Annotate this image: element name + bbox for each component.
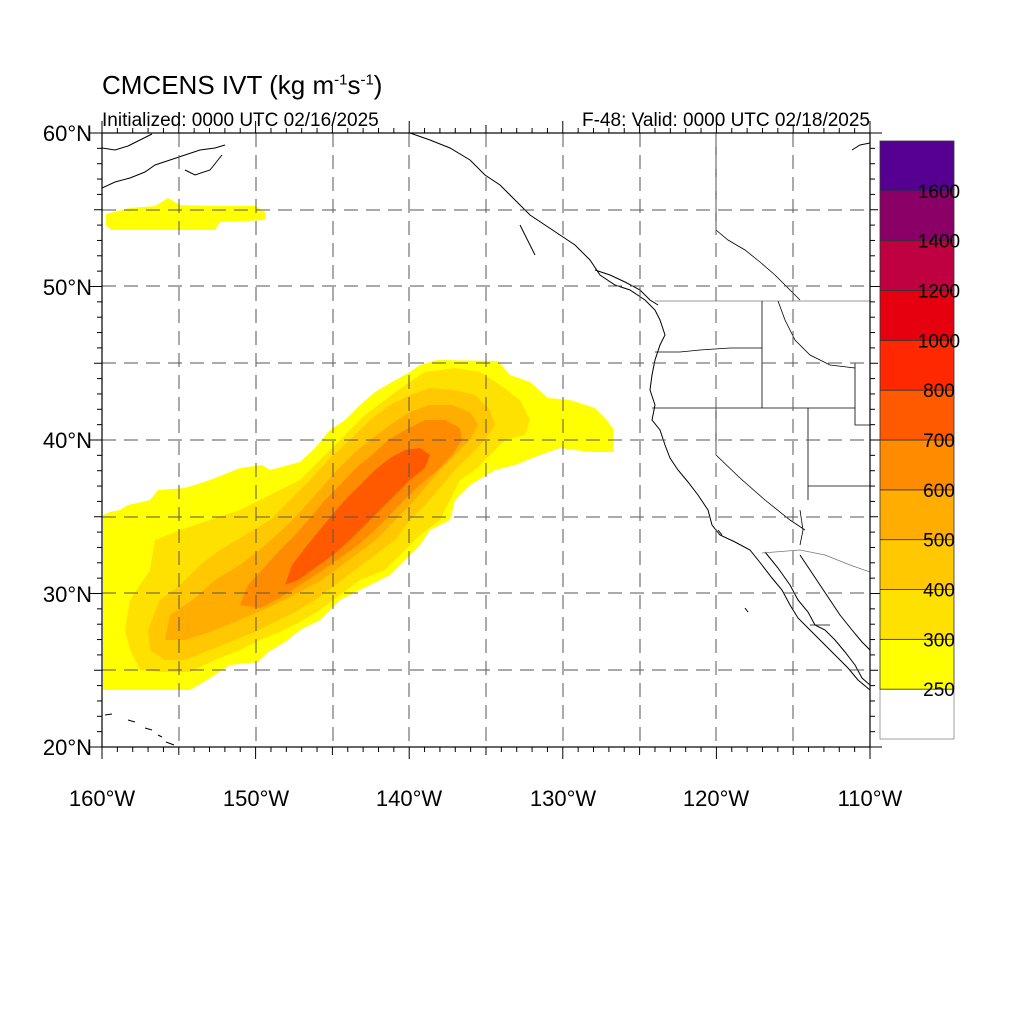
lat-label-30n: 30°N xyxy=(43,582,92,607)
colorbar-swatch xyxy=(879,688,955,740)
coastlines xyxy=(102,133,870,746)
valid-time-label: F-48: Valid: 0000 UTC 02/18/2025 xyxy=(582,110,870,131)
colorbar-swatch xyxy=(879,290,955,341)
alaska-coast xyxy=(102,144,226,189)
lon-label-130w: 130°W xyxy=(530,786,597,811)
title-text: CMCENS IVT (kg m xyxy=(102,70,335,100)
bc-alaska-coast xyxy=(409,133,870,691)
colorbar-swatch xyxy=(879,638,955,690)
political-borders xyxy=(652,133,870,626)
lon-label-150w: 150°W xyxy=(223,786,290,811)
lat-label-40n: 40°N xyxy=(43,428,92,453)
colorbar-label: 1200 xyxy=(918,282,960,303)
gulf-california-coast xyxy=(799,554,870,651)
border-id-mt xyxy=(777,300,856,369)
border-us-mexico xyxy=(761,549,870,573)
colorbar-label: 400 xyxy=(923,581,955,602)
initialized-label: Initialized: 0000 UTC 02/16/2025 xyxy=(102,110,379,131)
colorbar-label: 800 xyxy=(923,381,955,402)
colorbar-swatch xyxy=(879,140,955,192)
border-wa-or xyxy=(655,347,762,353)
title-superscript-1: -1 xyxy=(334,71,348,89)
small-island-channel xyxy=(744,607,749,613)
alaska-peninsula-top-right xyxy=(851,142,870,151)
lon-label-140w: 140°W xyxy=(376,786,443,811)
title-text-end: ) xyxy=(373,70,383,100)
colorbar-label: 700 xyxy=(923,431,955,452)
colorbar-label: 1400 xyxy=(918,232,960,253)
colorbar-swatch xyxy=(879,190,955,242)
lat-label-50n: 50°N xyxy=(43,275,92,300)
baja-coast xyxy=(764,551,870,686)
colorbar-label: 300 xyxy=(923,630,955,651)
title-superscript-2: -1 xyxy=(360,71,374,89)
border-alaska-canada xyxy=(715,133,801,301)
lon-labels: 160°W 150°W 140°W 130°W 120°W 110°W xyxy=(69,786,903,811)
colorbar-swatch xyxy=(879,389,955,441)
lat-labels: 60°N 50°N 40°N 30°N 20°N xyxy=(43,121,92,760)
border-wy xyxy=(854,363,870,426)
border-ca-nv xyxy=(715,408,806,531)
border-az-ca xyxy=(799,509,804,546)
colorbar-label: 1600 xyxy=(918,182,960,203)
axis-ticks xyxy=(90,121,882,759)
title-text-mid: s xyxy=(347,70,361,100)
vancouver-island xyxy=(594,269,659,306)
colorbar-label: 500 xyxy=(923,531,955,552)
island-1 xyxy=(184,154,223,176)
colorbar-label: 600 xyxy=(923,481,955,502)
gridlines xyxy=(102,133,870,747)
colorbar-swatch xyxy=(879,589,955,640)
guadalupe-island xyxy=(717,529,723,536)
lat-label-60n: 60°N xyxy=(43,121,92,146)
haida-gwaii xyxy=(519,224,536,256)
map-title: CMCENS IVT (kg m-1s-1) xyxy=(102,70,382,101)
colorbar-swatch xyxy=(879,339,955,391)
colorbar: 250 300 400 500 600 700 800 1000 1200 1400 1600 xyxy=(879,140,960,740)
colorbar-swatch xyxy=(879,240,955,291)
hawaii-islands xyxy=(104,713,175,746)
colorbar-label: 1000 xyxy=(918,331,960,352)
colorbar-swatch xyxy=(879,439,955,491)
lat-label-20n: 20°N xyxy=(43,735,92,760)
colorbar-label: 250 xyxy=(923,680,955,701)
lon-label-160w: 160°W xyxy=(69,786,136,811)
colorbar-swatch xyxy=(879,539,955,590)
alaska-coast-2 xyxy=(102,133,153,151)
lon-label-110w: 110°W xyxy=(838,786,903,811)
colorbar-swatch xyxy=(879,489,955,541)
lon-label-120w: 120°W xyxy=(683,786,750,811)
